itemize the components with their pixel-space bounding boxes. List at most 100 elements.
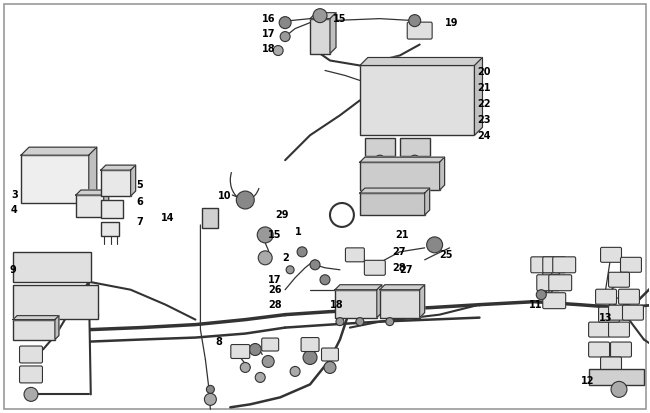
Circle shape — [426, 237, 443, 253]
Polygon shape — [131, 165, 136, 196]
Text: 26: 26 — [268, 285, 281, 295]
Text: 15: 15 — [333, 14, 346, 24]
Polygon shape — [104, 190, 109, 217]
FancyBboxPatch shape — [20, 366, 42, 383]
Circle shape — [249, 344, 261, 356]
Text: 13: 13 — [599, 313, 612, 323]
FancyBboxPatch shape — [365, 260, 385, 275]
Bar — [101, 170, 131, 196]
Polygon shape — [13, 316, 59, 320]
Bar — [310, 19, 330, 54]
Circle shape — [320, 275, 330, 285]
Text: 24: 24 — [478, 131, 491, 141]
FancyBboxPatch shape — [621, 257, 642, 272]
Text: 11: 11 — [529, 300, 543, 310]
Polygon shape — [360, 57, 482, 66]
Text: 27: 27 — [400, 265, 413, 275]
FancyBboxPatch shape — [549, 275, 571, 291]
FancyBboxPatch shape — [537, 275, 560, 291]
FancyBboxPatch shape — [595, 289, 616, 304]
FancyBboxPatch shape — [322, 348, 339, 361]
FancyBboxPatch shape — [407, 22, 432, 39]
FancyBboxPatch shape — [543, 257, 566, 273]
Circle shape — [356, 318, 364, 325]
Text: 27: 27 — [392, 247, 405, 257]
Text: 22: 22 — [478, 100, 491, 109]
Polygon shape — [89, 147, 97, 203]
Circle shape — [280, 31, 290, 42]
Circle shape — [240, 363, 250, 373]
Bar — [360, 162, 439, 190]
Text: 25: 25 — [439, 250, 453, 260]
Circle shape — [303, 351, 317, 364]
Text: 18: 18 — [330, 300, 344, 310]
FancyBboxPatch shape — [345, 248, 365, 262]
Text: 14: 14 — [161, 213, 174, 223]
FancyBboxPatch shape — [262, 338, 279, 351]
Polygon shape — [21, 147, 97, 155]
Circle shape — [279, 17, 291, 28]
Text: 20: 20 — [478, 67, 491, 78]
FancyBboxPatch shape — [589, 342, 610, 357]
Circle shape — [313, 9, 327, 23]
FancyBboxPatch shape — [601, 357, 621, 372]
Text: 21: 21 — [478, 83, 491, 93]
Circle shape — [336, 318, 344, 325]
FancyBboxPatch shape — [610, 342, 631, 357]
Bar — [589, 370, 644, 385]
Text: 1: 1 — [295, 227, 302, 237]
Circle shape — [24, 387, 38, 401]
Bar — [101, 200, 123, 218]
Bar — [101, 222, 119, 236]
Bar — [360, 66, 474, 135]
Bar — [21, 155, 89, 203]
Circle shape — [386, 318, 394, 325]
Polygon shape — [420, 285, 424, 318]
FancyBboxPatch shape — [231, 344, 250, 358]
Text: 12: 12 — [581, 376, 595, 387]
Text: 28: 28 — [268, 300, 282, 310]
Circle shape — [286, 266, 294, 274]
Circle shape — [237, 191, 254, 209]
Circle shape — [375, 155, 385, 165]
Circle shape — [324, 361, 336, 373]
Circle shape — [297, 247, 307, 257]
FancyBboxPatch shape — [608, 305, 629, 320]
Circle shape — [207, 385, 215, 393]
Bar — [13, 285, 98, 318]
Circle shape — [257, 227, 273, 243]
Text: 10: 10 — [218, 191, 232, 201]
Circle shape — [204, 393, 216, 405]
Text: 5: 5 — [136, 180, 144, 190]
Text: 4: 4 — [11, 205, 18, 215]
Bar — [13, 320, 55, 339]
Polygon shape — [424, 188, 430, 215]
Text: 6: 6 — [136, 197, 144, 207]
Bar — [335, 290, 377, 318]
Polygon shape — [55, 316, 59, 339]
Text: 9: 9 — [9, 265, 16, 275]
Text: 3: 3 — [11, 190, 18, 200]
Polygon shape — [76, 190, 109, 195]
Text: 16: 16 — [262, 14, 276, 24]
Text: 21: 21 — [395, 230, 408, 240]
FancyBboxPatch shape — [531, 257, 554, 273]
Polygon shape — [330, 13, 336, 54]
Circle shape — [255, 373, 265, 382]
Text: 29: 29 — [275, 210, 289, 220]
Text: 7: 7 — [136, 217, 144, 227]
Bar — [13, 252, 91, 282]
Circle shape — [262, 356, 274, 368]
Text: 28: 28 — [392, 263, 406, 273]
Circle shape — [611, 382, 627, 397]
Text: 18: 18 — [262, 43, 276, 54]
Circle shape — [536, 290, 546, 300]
Bar — [380, 290, 420, 318]
Polygon shape — [360, 157, 445, 162]
Text: 23: 23 — [478, 115, 491, 125]
Text: 19: 19 — [445, 18, 458, 28]
Circle shape — [409, 14, 421, 26]
Polygon shape — [377, 285, 382, 318]
Circle shape — [410, 155, 420, 165]
Polygon shape — [474, 57, 482, 135]
